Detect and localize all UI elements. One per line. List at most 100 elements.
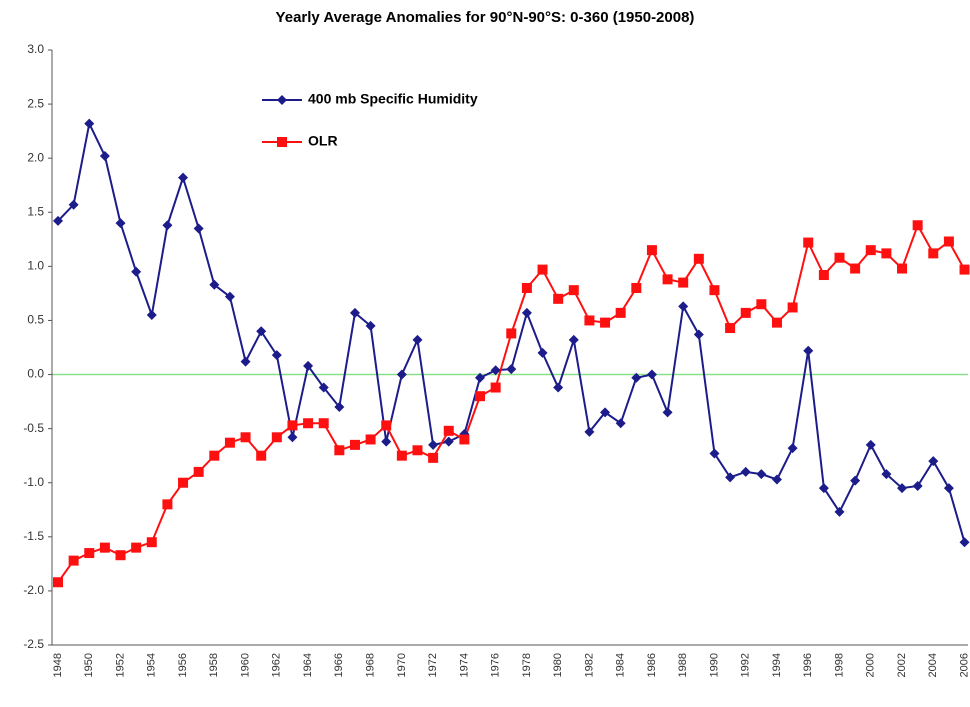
data-point (381, 436, 392, 447)
data-point (53, 577, 63, 588)
x-tick-label: 1962 (271, 653, 283, 677)
x-tick-label: 1952 (114, 653, 126, 677)
data-point (787, 443, 798, 454)
y-tick-label: -1.5 (23, 529, 44, 543)
data-point (740, 466, 751, 477)
x-tick-label: 2000 (865, 653, 877, 677)
data-point (709, 448, 720, 459)
legend: 400 mb Specific Humidity OLR (262, 91, 478, 149)
data-point (615, 307, 626, 318)
data-point (553, 293, 564, 304)
data-point (475, 372, 486, 383)
data-point (271, 350, 282, 361)
data-point (412, 334, 423, 345)
data-point (600, 407, 611, 418)
data-point (803, 345, 814, 356)
data-point (756, 469, 767, 480)
data-point (818, 270, 829, 281)
x-tick-label: 1974 (458, 653, 470, 677)
data-point (600, 317, 611, 328)
data-point (178, 477, 189, 488)
x-tick-label: 1978 (521, 653, 533, 677)
data-point (943, 483, 954, 494)
data-point (490, 365, 501, 376)
data-point (209, 279, 220, 290)
data-point (584, 315, 595, 326)
data-point (162, 499, 173, 510)
data-point (881, 469, 892, 480)
y-tick-label: 0.0 (27, 367, 44, 381)
data-point (662, 407, 673, 418)
data-point (881, 248, 892, 259)
x-tick-label: 1972 (427, 653, 439, 677)
data-point (428, 452, 439, 463)
x-tick-label: 1956 (177, 653, 189, 677)
data-point (678, 301, 689, 312)
data-point (334, 445, 345, 456)
data-point (178, 172, 189, 183)
data-point (349, 439, 360, 450)
legend-label: 400 mb Specific Humidity (308, 91, 478, 107)
x-tick-label: 1992 (740, 653, 752, 677)
data-point (412, 445, 423, 456)
data-point (334, 402, 345, 412)
x-tick-label: 1966 (333, 653, 345, 677)
data-point (568, 334, 579, 345)
y-tick-label: -0.5 (23, 421, 44, 435)
data-point (146, 537, 157, 548)
data-point (162, 220, 173, 231)
data-point (693, 329, 704, 340)
data-point (803, 237, 814, 248)
data-point (818, 483, 829, 494)
data-point (287, 420, 298, 431)
x-tick-label: 1958 (208, 653, 220, 677)
data-point (756, 299, 767, 310)
x-tick-label: 1998 (833, 653, 845, 677)
data-point (521, 307, 532, 318)
data-point (84, 118, 95, 129)
data-point (365, 320, 376, 331)
data-point (318, 382, 329, 393)
legend-label: OLR (308, 133, 338, 149)
data-point (506, 364, 517, 375)
data-point (912, 480, 923, 491)
data-point (224, 291, 235, 302)
data-point (459, 434, 470, 445)
data-point (537, 347, 548, 358)
data-point (959, 264, 970, 275)
data-point (662, 274, 673, 285)
data-point (568, 285, 579, 296)
data-point (631, 283, 642, 293)
data-point (771, 317, 782, 328)
data-point (740, 307, 751, 318)
data-point (834, 506, 845, 517)
y-tick-label: 3.0 (27, 42, 44, 56)
data-point (53, 215, 63, 226)
x-tick-label: 1988 (677, 653, 689, 677)
data-point (131, 542, 142, 553)
data-point (84, 548, 95, 559)
x-tick-label: 1982 (583, 653, 595, 677)
data-point (209, 450, 220, 461)
x-tick-label: 1996 (802, 653, 814, 677)
data-point (865, 245, 876, 256)
y-tick-label: 2.5 (27, 96, 44, 110)
x-tick-label: 1970 (396, 653, 408, 677)
data-point (506, 328, 517, 339)
data-point (787, 302, 798, 313)
data-point (68, 199, 79, 210)
data-point (428, 439, 439, 450)
data-point (318, 418, 329, 429)
y-tick-label: -1.0 (23, 475, 44, 489)
data-point (193, 223, 204, 234)
data-point (193, 466, 204, 477)
data-point (256, 326, 267, 337)
x-tick-label: 1994 (771, 653, 783, 677)
data-point (584, 426, 595, 437)
data-point (693, 253, 704, 264)
x-tick-label: 1986 (646, 653, 658, 677)
data-point (240, 356, 251, 367)
data-point (646, 369, 657, 380)
data-point (396, 450, 407, 461)
